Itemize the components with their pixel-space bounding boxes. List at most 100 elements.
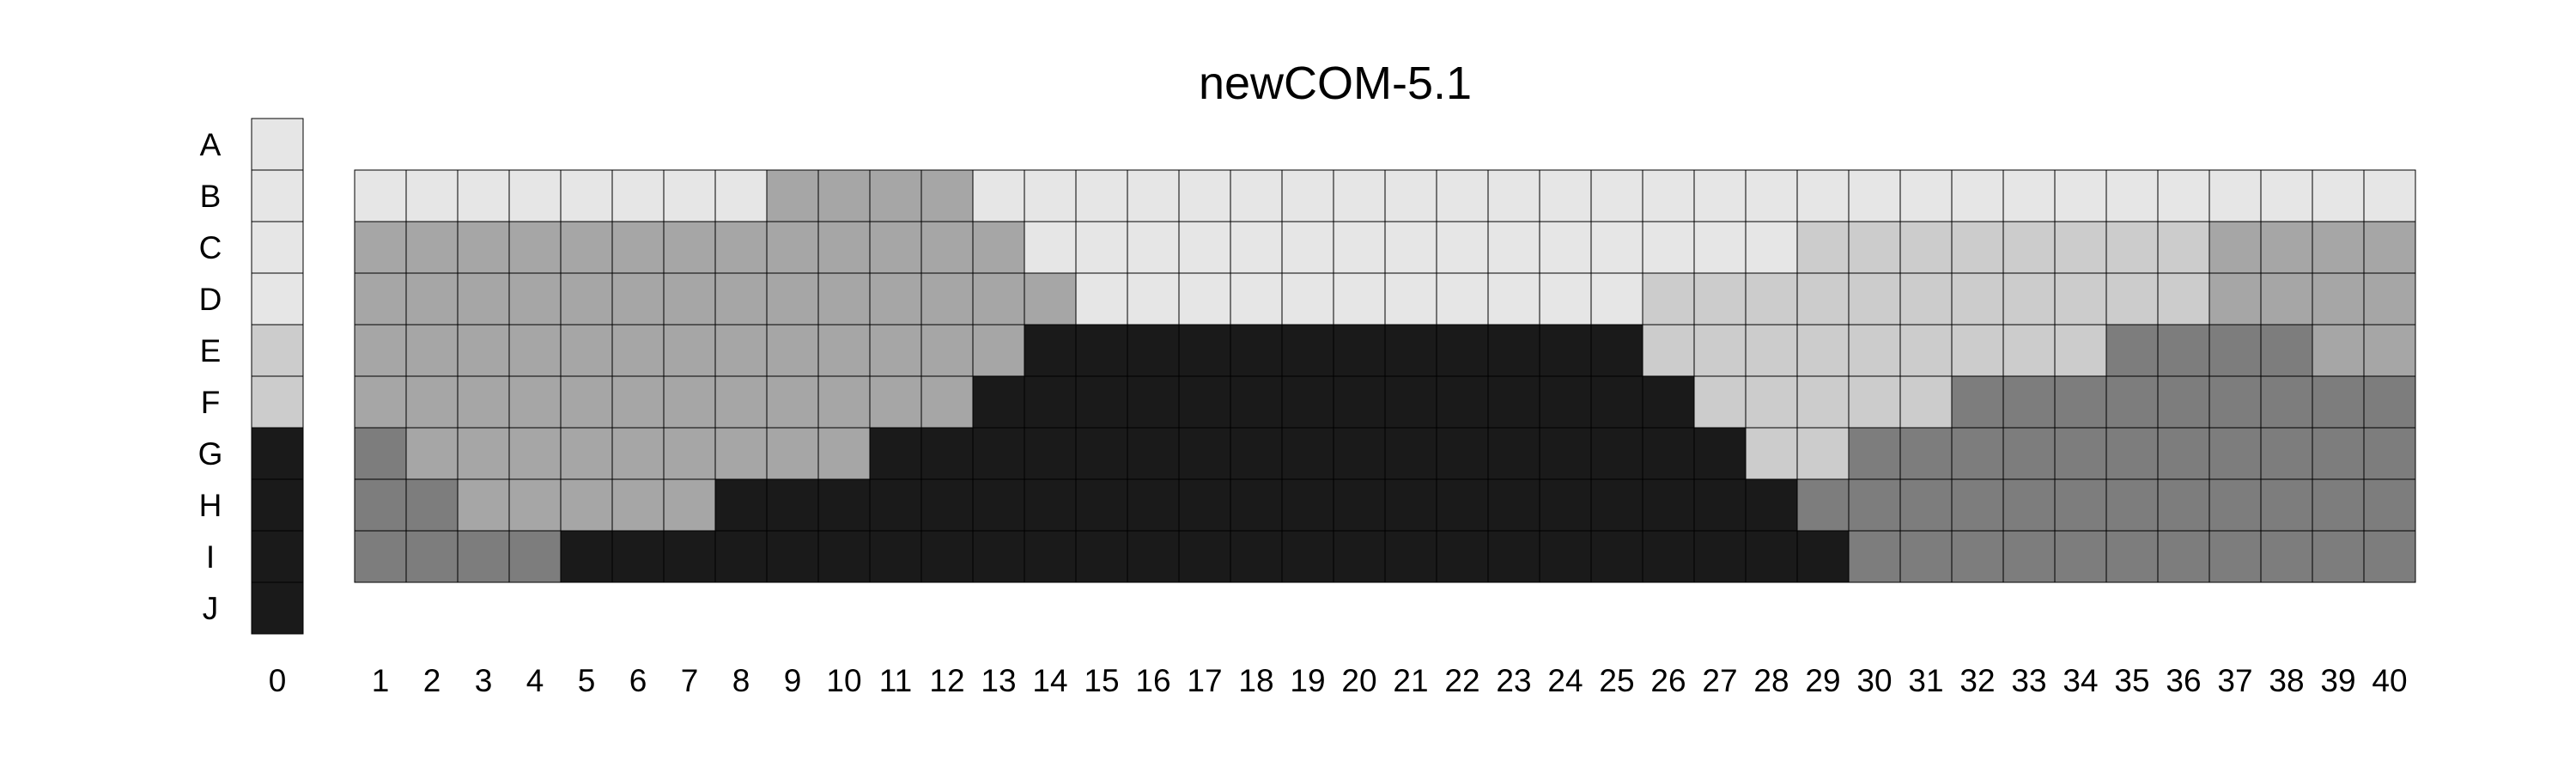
cell-d-36	[2157, 272, 2210, 326]
cell-e-34	[2054, 324, 2107, 377]
ref-cell-j	[251, 581, 304, 635]
cell-f-15	[1075, 375, 1128, 429]
cell-i-1	[354, 530, 407, 583]
cell-f-32	[1951, 375, 2004, 429]
cell-g-33	[2002, 427, 2056, 480]
cell-g-7	[663, 427, 716, 480]
cell-d-6	[611, 272, 665, 326]
cell-e-33	[2002, 324, 2056, 377]
cell-c-24	[1539, 221, 1592, 274]
cell-h-38	[2260, 478, 2313, 532]
column-label-12: 12	[929, 663, 964, 698]
cell-g-28	[1745, 427, 1798, 480]
cell-e-12	[920, 324, 974, 377]
cell-g-5	[560, 427, 613, 480]
cell-i-36	[2157, 530, 2210, 583]
cell-d-29	[1796, 272, 1850, 326]
cell-i-38	[2260, 530, 2313, 583]
column-label-25: 25	[1599, 663, 1634, 698]
cell-f-24	[1539, 375, 1592, 429]
cell-g-29	[1796, 427, 1850, 480]
cell-h-6	[611, 478, 665, 532]
column-label-33: 33	[2011, 663, 2046, 698]
cell-e-6	[611, 324, 665, 377]
cell-g-11	[869, 427, 922, 480]
cell-i-14	[1024, 530, 1077, 583]
cell-f-10	[817, 375, 871, 429]
cell-g-39	[2312, 427, 2365, 480]
cell-h-26	[1642, 478, 1695, 532]
cell-b-20	[1333, 169, 1386, 222]
column-label-14: 14	[1032, 663, 1067, 698]
cell-d-12	[920, 272, 974, 326]
cell-d-10	[817, 272, 871, 326]
cell-h-7	[663, 478, 716, 532]
cell-b-4	[508, 169, 562, 222]
cell-b-14	[1024, 169, 1077, 222]
cell-h-16	[1127, 478, 1180, 532]
cell-d-14	[1024, 272, 1077, 326]
cell-g-22	[1436, 427, 1489, 480]
cell-f-22	[1436, 375, 1489, 429]
cell-g-25	[1590, 427, 1643, 480]
ref-cell-a	[251, 118, 304, 171]
cell-b-29	[1796, 169, 1850, 222]
cell-f-16	[1127, 375, 1180, 429]
cell-d-25	[1590, 272, 1643, 326]
cell-e-1	[354, 324, 407, 377]
cell-f-5	[560, 375, 613, 429]
cell-d-21	[1384, 272, 1437, 326]
cell-i-12	[920, 530, 974, 583]
cell-f-30	[1848, 375, 1901, 429]
cell-d-11	[869, 272, 922, 326]
cell-g-30	[1848, 427, 1901, 480]
cell-c-19	[1281, 221, 1334, 274]
cell-h-21	[1384, 478, 1437, 532]
cell-d-13	[972, 272, 1025, 326]
cell-b-38	[2260, 169, 2313, 222]
cell-g-12	[920, 427, 974, 480]
cell-e-32	[1951, 324, 2004, 377]
cell-e-8	[714, 324, 768, 377]
cell-i-40	[2363, 530, 2416, 583]
cell-g-10	[817, 427, 871, 480]
cell-h-8	[714, 478, 768, 532]
cell-b-27	[1693, 169, 1747, 222]
column-label-39: 39	[2320, 663, 2355, 698]
cell-e-17	[1178, 324, 1231, 377]
cell-h-25	[1590, 478, 1643, 532]
cell-d-5	[560, 272, 613, 326]
cell-d-1	[354, 272, 407, 326]
cell-c-30	[1848, 221, 1901, 274]
column-label-20: 20	[1341, 663, 1376, 698]
cell-e-29	[1796, 324, 1850, 377]
cell-c-23	[1487, 221, 1540, 274]
cell-g-26	[1642, 427, 1695, 480]
cell-i-4	[508, 530, 562, 583]
cell-c-40	[2363, 221, 2416, 274]
cell-i-10	[817, 530, 871, 583]
cell-b-32	[1951, 169, 2004, 222]
cell-b-11	[869, 169, 922, 222]
cell-h-28	[1745, 478, 1798, 532]
cell-e-13	[972, 324, 1025, 377]
cell-i-25	[1590, 530, 1643, 583]
cell-f-9	[766, 375, 819, 429]
cell-b-9	[766, 169, 819, 222]
cell-c-5	[560, 221, 613, 274]
cell-d-17	[1178, 272, 1231, 326]
cell-b-18	[1230, 169, 1283, 222]
cell-h-1	[354, 478, 407, 532]
cell-c-39	[2312, 221, 2365, 274]
reference-column	[251, 118, 304, 635]
cell-e-4	[508, 324, 562, 377]
cell-c-31	[1899, 221, 1953, 274]
cell-b-6	[611, 169, 665, 222]
row-label-i: I	[206, 539, 215, 575]
ref-cell-c	[251, 221, 304, 274]
cell-d-24	[1539, 272, 1592, 326]
cell-h-11	[869, 478, 922, 532]
cell-b-31	[1899, 169, 1953, 222]
cell-i-28	[1745, 530, 1798, 583]
cell-h-15	[1075, 478, 1128, 532]
